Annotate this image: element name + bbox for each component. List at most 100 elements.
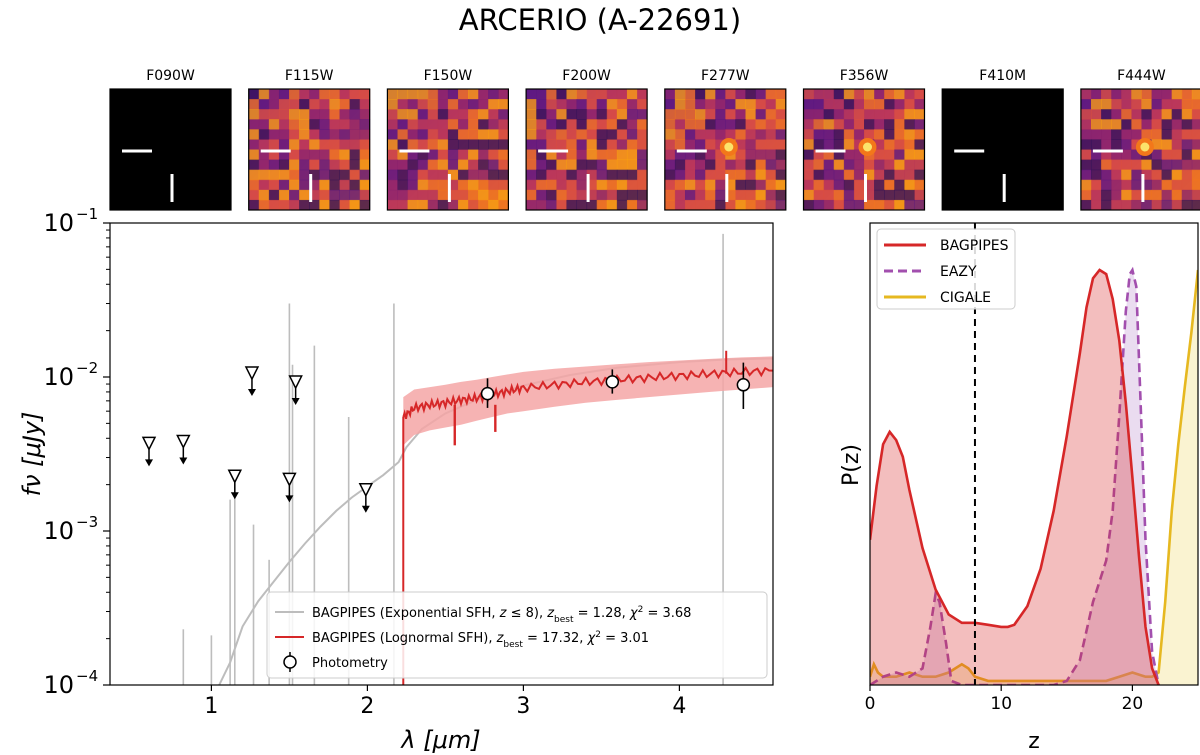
cutout-noise-pixel bbox=[359, 99, 371, 110]
cutout-noise-pixel bbox=[695, 139, 706, 150]
cutout-noise-pixel bbox=[715, 149, 726, 161]
cutout-noise-pixel bbox=[695, 169, 706, 181]
cutout-noise-pixel bbox=[359, 159, 371, 171]
cutout-noise-pixel bbox=[616, 89, 628, 100]
cutout-noise-pixel bbox=[914, 149, 925, 161]
cutout-noise-pixel bbox=[1131, 129, 1142, 140]
cutout-noise-pixel bbox=[695, 89, 706, 100]
cutout-noise-pixel bbox=[813, 99, 825, 110]
cutout-noise-pixel bbox=[755, 189, 767, 201]
cutout-noise-pixel bbox=[745, 139, 757, 150]
cutout-noise-pixel bbox=[616, 129, 628, 140]
cutout-noise-pixel bbox=[715, 189, 726, 201]
cutout-noise-pixel bbox=[1090, 169, 1102, 181]
cutout-noise-pixel bbox=[1121, 169, 1132, 181]
cutout-noise-pixel bbox=[1191, 159, 1200, 171]
cutout-noise-pixel bbox=[637, 99, 648, 110]
cutout-noise-pixel bbox=[775, 89, 787, 100]
cutout-noise-pixel bbox=[626, 189, 638, 201]
cutout-noise-pixel bbox=[1191, 129, 1200, 140]
cutout-noise-pixel bbox=[853, 169, 865, 181]
cutout-noise-pixel bbox=[664, 99, 676, 110]
cutout-noise-pixel bbox=[1161, 119, 1173, 130]
cutout-noise-pixel bbox=[803, 119, 815, 130]
cutout-noise-pixel bbox=[606, 109, 618, 120]
cutout-noise-pixel bbox=[884, 109, 895, 120]
cutout-noise-pixel bbox=[536, 139, 547, 150]
cutout-noise-pixel bbox=[874, 129, 885, 140]
cutout-noise-pixel bbox=[397, 139, 409, 150]
cutout-noise-pixel bbox=[803, 169, 815, 181]
cutout-noise-pixel bbox=[407, 129, 419, 140]
cutout-noise-pixel bbox=[1171, 169, 1183, 181]
cutout-noise-pixel bbox=[556, 119, 567, 130]
cutout-frame bbox=[109, 88, 232, 211]
sed-legend: BAGPIPES (Exponential SFH, z ≤ 8), zbest… bbox=[266, 591, 768, 679]
cutout-noise-pixel bbox=[1111, 99, 1122, 110]
cutout-noise-pixel bbox=[884, 99, 895, 110]
cutout-noise-pixel bbox=[813, 139, 825, 150]
cutout-noise-pixel bbox=[715, 89, 726, 100]
cutout-noise-pixel bbox=[874, 189, 885, 201]
cutout-noise-pixel bbox=[1141, 129, 1152, 140]
cutout-noise-pixel bbox=[1101, 149, 1112, 161]
cutout-noise-pixel bbox=[833, 119, 845, 130]
cutout-noise-pixel bbox=[349, 99, 361, 110]
cutout-noise-pixel bbox=[417, 109, 429, 120]
upper-limit-arrowhead bbox=[361, 505, 370, 513]
cutout-noise-pixel bbox=[478, 119, 489, 130]
cutout-noise-pixel bbox=[586, 119, 598, 130]
cutout-noise-pixel bbox=[397, 99, 409, 110]
sed-panel: 1 2 3 410−410−310−210−1 fν [μJy] λ [μm] BAG… bbox=[18, 205, 774, 754]
cutout-noise-pixel bbox=[387, 159, 398, 171]
cutout-noise-pixel bbox=[674, 199, 686, 211]
cutout-noise-pixel bbox=[1090, 109, 1102, 120]
cutout-noise-pixel bbox=[674, 189, 686, 201]
cutout-noise-pixel bbox=[904, 159, 915, 171]
cutout-noise-pixel bbox=[478, 109, 489, 120]
cutout-noise-pixel bbox=[755, 99, 767, 110]
cutout-noise-pixel bbox=[1121, 149, 1132, 161]
cutout-noise-pixel bbox=[1121, 159, 1132, 171]
cutout-noise-pixel bbox=[329, 109, 340, 120]
cutout-noise-pixel bbox=[526, 89, 537, 100]
cutout-noise-pixel bbox=[498, 159, 509, 171]
cutout-noise-pixel bbox=[289, 109, 300, 120]
cutout-noise-pixel bbox=[1171, 119, 1183, 130]
cutout-noise-pixel bbox=[556, 189, 567, 201]
cutout-noise-pixel bbox=[715, 119, 726, 130]
cutout-noise-pixel bbox=[576, 179, 588, 191]
cutout-noise-pixel bbox=[596, 189, 608, 201]
cutout-noise-pixel bbox=[1111, 179, 1122, 191]
cutout-noise-pixel bbox=[1080, 169, 1092, 181]
cutout-noise-pixel bbox=[468, 189, 479, 201]
cutout-noise-pixel bbox=[417, 119, 429, 130]
cutout-noise-pixel bbox=[468, 109, 479, 120]
cutout-noise-pixel bbox=[684, 189, 696, 201]
pz-line-eazy bbox=[870, 266, 1160, 685]
upper-limit-marker bbox=[227, 469, 243, 500]
cutout-noise-pixel bbox=[715, 169, 726, 181]
cutout-noise-pixel bbox=[1181, 199, 1193, 211]
cutout-noise-pixel bbox=[894, 99, 905, 110]
cutout-noise-pixel bbox=[576, 189, 588, 201]
legend-label-photometry: Photometry bbox=[312, 656, 388, 671]
cutout-noise-pixel bbox=[823, 179, 835, 191]
cutout-noise-pixel bbox=[437, 109, 449, 120]
cutout-noise-pixel bbox=[695, 109, 706, 120]
cutout-noise-pixel bbox=[914, 189, 925, 201]
upper-limit-arrowhead bbox=[230, 492, 239, 500]
cutout-noise-pixel bbox=[417, 149, 429, 161]
cutout-noise-pixel bbox=[1090, 139, 1102, 150]
cutout-noise-pixel bbox=[457, 169, 469, 181]
cutout-noise-pixel bbox=[417, 189, 429, 201]
cutout-noise-pixel bbox=[1111, 89, 1122, 100]
cutout-noise-pixel bbox=[1111, 139, 1122, 150]
cutout-noise-pixel bbox=[1191, 189, 1200, 201]
cutout-noise-pixel bbox=[1151, 99, 1163, 110]
cutout-noise-pixel bbox=[874, 109, 885, 120]
cutout-noise-pixel bbox=[1131, 199, 1142, 211]
cutout-noise-pixel bbox=[765, 89, 777, 100]
cutout-noise-pixel bbox=[833, 99, 845, 110]
cutout-noise-pixel bbox=[457, 89, 469, 100]
